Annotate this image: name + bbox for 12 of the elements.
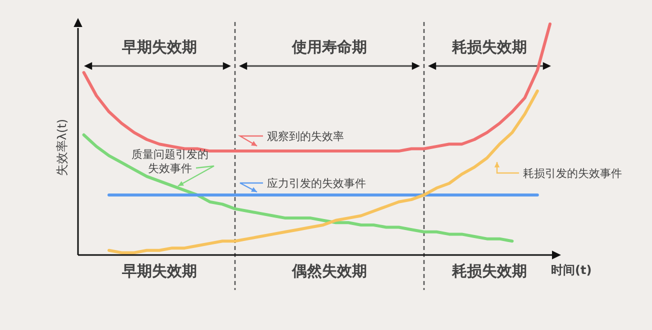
y-axis-title: 失效率λ(t)	[55, 118, 69, 176]
text: 偶然失效期	[291, 262, 367, 280]
legend-label: 应力引发的失效事件	[267, 177, 366, 190]
legend-label: 耗损引发的失效事件	[523, 167, 622, 180]
text: 早期失效期	[121, 262, 197, 280]
legend-label: 观察到的失效率	[267, 130, 344, 143]
series-label: 质量问题引发的失效事件	[132, 148, 208, 175]
annotation: 早期失效期	[121, 38, 197, 56]
text: 耗损失效期	[451, 262, 527, 280]
annotation: 使用寿命期	[291, 38, 367, 56]
x-axis-title: 时间(t)	[551, 263, 592, 277]
annotation: 耗损失效期	[451, 38, 527, 56]
